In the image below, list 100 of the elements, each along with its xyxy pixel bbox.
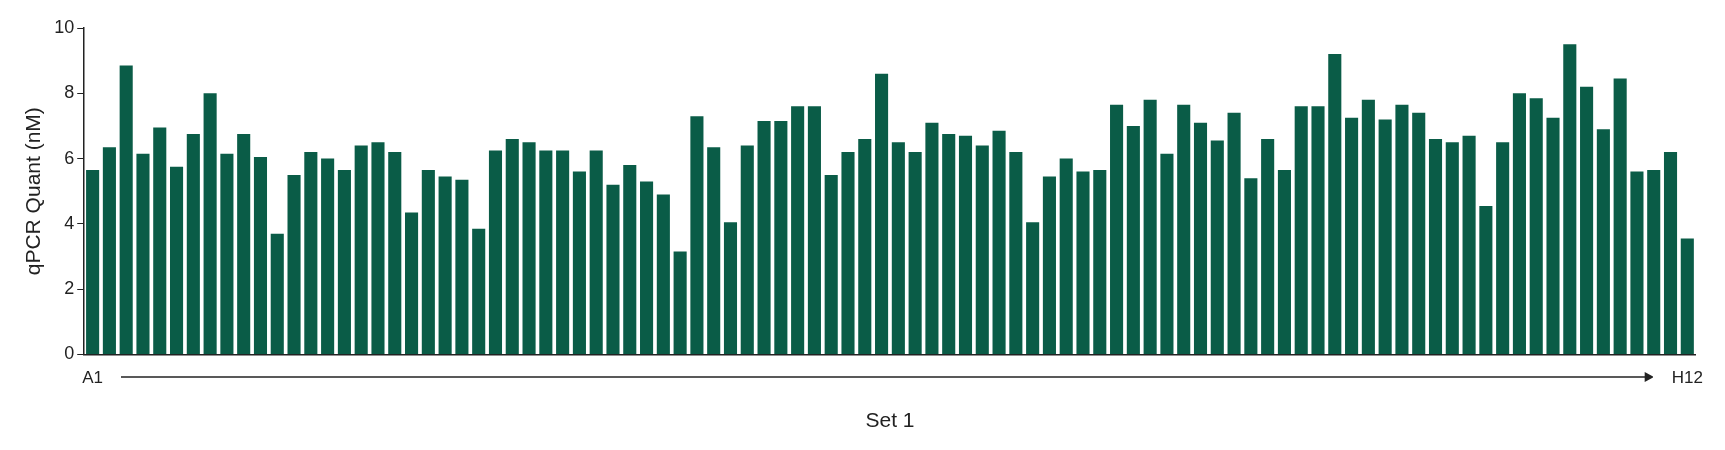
bar bbox=[1395, 104, 1409, 354]
y-tick-label: 10 bbox=[54, 16, 75, 37]
bar bbox=[421, 169, 435, 354]
bar bbox=[488, 150, 503, 354]
bar bbox=[472, 228, 486, 354]
bar bbox=[539, 150, 553, 354]
bar bbox=[371, 142, 385, 354]
bar bbox=[824, 174, 838, 354]
y-tick-label: 8 bbox=[64, 82, 75, 103]
bar bbox=[438, 176, 452, 354]
bar bbox=[1663, 152, 1678, 354]
bar bbox=[1462, 135, 1476, 354]
bar bbox=[1277, 169, 1291, 354]
bar bbox=[1647, 169, 1661, 354]
bar bbox=[975, 145, 989, 354]
bar bbox=[304, 152, 318, 354]
bar bbox=[858, 138, 872, 354]
bar bbox=[640, 181, 654, 354]
bar bbox=[253, 156, 268, 354]
bar bbox=[522, 142, 536, 354]
bar bbox=[992, 130, 1006, 354]
bar bbox=[220, 153, 234, 354]
bar bbox=[1546, 117, 1560, 354]
bar bbox=[875, 73, 889, 354]
bar bbox=[656, 194, 670, 354]
bar bbox=[102, 147, 116, 354]
bar bbox=[958, 135, 973, 354]
bar bbox=[572, 171, 586, 354]
bar bbox=[1009, 152, 1023, 354]
bar bbox=[807, 106, 821, 354]
bar bbox=[1496, 142, 1510, 354]
bar bbox=[1328, 54, 1342, 354]
bar bbox=[1244, 178, 1258, 354]
bar bbox=[740, 145, 754, 354]
bar bbox=[1026, 222, 1040, 354]
bar bbox=[942, 134, 956, 354]
bar bbox=[86, 169, 100, 354]
bar bbox=[673, 251, 687, 354]
bar bbox=[237, 134, 251, 354]
bar bbox=[321, 158, 335, 354]
bar bbox=[354, 145, 368, 354]
bar bbox=[405, 212, 419, 354]
bar bbox=[1445, 142, 1459, 354]
x-axis-title: Set 1 bbox=[865, 408, 915, 432]
bar bbox=[1110, 104, 1124, 354]
y-tick-label: 0 bbox=[64, 343, 75, 364]
bar bbox=[1076, 171, 1090, 354]
bar bbox=[1596, 129, 1610, 354]
bar bbox=[908, 152, 922, 354]
x-tick-label: A1 bbox=[82, 368, 104, 388]
bar bbox=[556, 150, 570, 354]
bar bbox=[1311, 106, 1325, 354]
y-tick-label: 2 bbox=[64, 278, 75, 299]
y-tick-label: 4 bbox=[64, 212, 75, 233]
bar bbox=[1126, 125, 1140, 354]
bar bbox=[1143, 99, 1157, 354]
bar bbox=[1345, 117, 1359, 354]
bar bbox=[1512, 93, 1526, 354]
bar bbox=[1563, 44, 1577, 354]
bar bbox=[1630, 171, 1644, 354]
bar bbox=[287, 174, 301, 354]
bar bbox=[455, 179, 469, 354]
bar bbox=[1193, 122, 1208, 354]
bar bbox=[690, 116, 704, 354]
bar bbox=[1361, 99, 1375, 354]
bar bbox=[1378, 119, 1392, 354]
bar bbox=[1227, 112, 1241, 354]
bar bbox=[1613, 78, 1627, 354]
bar bbox=[203, 93, 217, 354]
bar bbox=[589, 150, 603, 354]
bar bbox=[723, 222, 738, 354]
bar bbox=[623, 165, 637, 354]
bar bbox=[1680, 238, 1694, 354]
bar bbox=[925, 122, 939, 354]
bar bbox=[1580, 86, 1594, 354]
bar bbox=[774, 121, 788, 354]
bar bbox=[270, 233, 284, 354]
bar bbox=[337, 169, 351, 354]
bar bbox=[119, 65, 133, 354]
bar bbox=[1160, 153, 1174, 354]
bar bbox=[1059, 158, 1073, 354]
bar bbox=[791, 106, 805, 354]
bar bbox=[1412, 112, 1426, 354]
bar bbox=[388, 152, 402, 354]
y-axis-title: qPCR Quant (nM) bbox=[21, 107, 45, 276]
bar bbox=[170, 166, 184, 354]
bar bbox=[1529, 98, 1543, 354]
bar bbox=[1261, 138, 1275, 354]
bar bbox=[505, 138, 519, 354]
bar bbox=[153, 127, 167, 354]
bar bbox=[1093, 169, 1107, 354]
x-tick-label: H12 bbox=[1671, 368, 1703, 388]
bar bbox=[891, 142, 905, 354]
bar bbox=[136, 153, 150, 354]
bar bbox=[757, 121, 771, 354]
bar bbox=[1479, 205, 1493, 354]
bar bbox=[1210, 140, 1224, 354]
bar bbox=[841, 152, 855, 354]
bar bbox=[1294, 106, 1308, 354]
bar bbox=[606, 184, 620, 354]
